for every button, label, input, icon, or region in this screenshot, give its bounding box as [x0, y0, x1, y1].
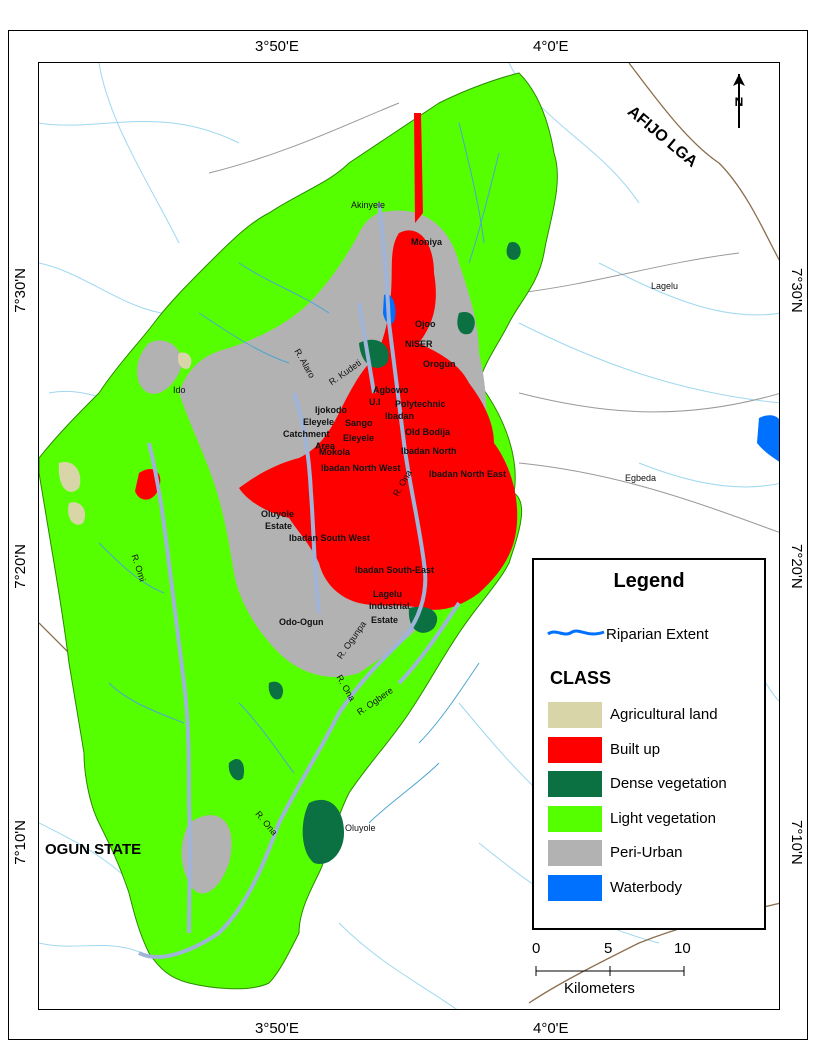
place-lagelu-industrial-1: Lagelu — [373, 589, 403, 599]
built-up-west — [135, 468, 161, 500]
region-ogun: OGUN STATE — [45, 841, 142, 858]
place-oluyole-estate-2: Estate — [265, 521, 293, 531]
scale-label-0: 0 — [532, 940, 541, 957]
north-label: N — [735, 95, 744, 109]
agricultural-patches — [58, 352, 192, 525]
legend-swatch — [548, 736, 602, 763]
place-akinyele: Akinyele — [351, 200, 386, 210]
tick-right-mid: 7°20'N — [788, 544, 805, 589]
tributaries — [98, 122, 500, 824]
scale-bar: 0 5 10 Kilometers — [520, 940, 700, 1000]
legend-swatch — [548, 840, 602, 866]
tick-right-top: 7°30'N — [788, 268, 805, 313]
place-eleyele-2: Eleyele — [343, 433, 375, 443]
legend-class-title: CLASS — [550, 668, 612, 688]
legend-riparian: Riparian Extent — [606, 626, 709, 643]
tick-bottom-left: 3°50'E — [255, 1020, 299, 1037]
waterbody-east — [757, 415, 779, 462]
tick-bottom-right: 4°0'E — [533, 1020, 569, 1037]
tick-right-bot: 7°10'N — [788, 820, 805, 865]
tick-left-top: 7°30'N — [12, 268, 29, 313]
place-ibadan: Ibadan — [385, 411, 415, 421]
place-ijokodo: Ijokodo — [315, 405, 347, 415]
place-eleyele-1: Eleyele — [303, 417, 335, 427]
place-lagelu-industrial-3: Estate — [371, 615, 399, 625]
region-egbeda: Egbeda — [625, 473, 657, 483]
legend-label: Light vegetation — [610, 809, 716, 827]
place-ido: Ido — [173, 385, 186, 395]
built-up-north — [414, 113, 423, 223]
place-area: Area — [315, 441, 336, 451]
legend-label: Peri-Urban — [610, 844, 683, 861]
place-ibadan-sw: Ibadan South West — [289, 533, 370, 543]
place-agbowo: Agbowo — [373, 385, 409, 395]
tick-top-right: 4°0'E — [533, 38, 569, 55]
place-odo-ogun: Odo-Ogun — [279, 617, 324, 627]
legend-swatch — [548, 771, 602, 797]
place-oluyole-estate-1: Oluyole — [261, 509, 295, 519]
place-ibadan-se: Ibadan South-East — [355, 565, 435, 575]
place-lagelu-industrial-2: Industrial — [369, 601, 410, 611]
place-polytechnic: Polytechnic — [395, 399, 446, 409]
map-svg — [39, 63, 779, 1009]
legend-label: Waterbody — [610, 878, 682, 896]
roads — [208, 102, 779, 533]
place-ojoo: Ojoo — [415, 319, 436, 329]
legend-label: Built up — [610, 740, 661, 758]
place-catchment: Catchment — [283, 429, 330, 439]
scale-label-10: 10 — [674, 940, 691, 957]
place-old-bodija: Old Bodija — [405, 427, 450, 437]
place-moniya: Moniya — [411, 237, 443, 247]
legend-label: Agricultural land — [610, 706, 718, 723]
place-oluyole: Oluyole — [345, 823, 376, 833]
north-arrow-icon: N — [733, 74, 745, 128]
place-ui: U.I — [369, 397, 381, 407]
scale-label-5: 5 — [604, 940, 613, 957]
tick-top-left: 3°50'E — [255, 38, 299, 55]
peri-urban-south — [181, 815, 232, 894]
region-lagelu: Lagelu — [651, 281, 679, 291]
map-frame — [8, 30, 808, 1040]
map-legend: Legend Riparian Extent CLASS Agricultura… — [532, 558, 766, 930]
place-ibadan-nw: Ibadan North West — [321, 463, 401, 473]
tick-left-bot: 7°10'N — [12, 820, 29, 865]
scale-line — [535, 966, 685, 976]
tick-left-mid: 7°20'N — [12, 544, 29, 589]
place-ibadan-north: Ibadan North — [401, 446, 457, 456]
place-ibadan-ne: Ibadan North East — [429, 469, 507, 479]
legend-swatch — [548, 702, 602, 728]
legend-swatch — [548, 805, 602, 832]
main-rivers — [138, 202, 461, 959]
legend-swatch — [548, 874, 602, 901]
built-up-area — [239, 230, 518, 610]
place-orogun: Orogun — [423, 359, 456, 369]
place-niser: NISER — [405, 339, 433, 349]
place-sango: Sango — [345, 418, 373, 428]
legend-title: Legend — [613, 570, 685, 592]
riparian-line-icon — [547, 629, 605, 636]
place-mokola: Mokola — [319, 447, 351, 457]
legend-label: Dense vegetation — [610, 775, 727, 792]
scale-unit: Kilometers — [564, 980, 635, 997]
peri-urban-west — [137, 340, 182, 394]
